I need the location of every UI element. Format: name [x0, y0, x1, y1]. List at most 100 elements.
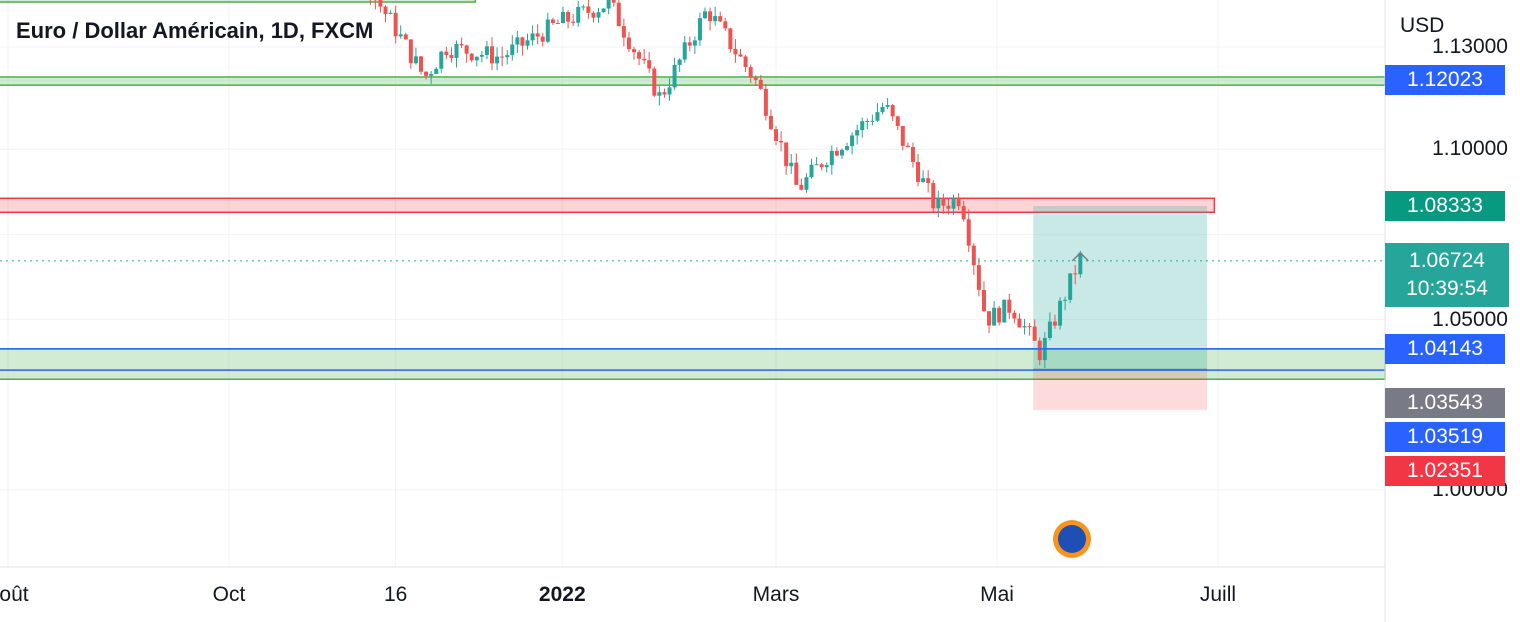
candle-body — [398, 34, 403, 37]
candle-body — [626, 37, 631, 50]
candle-body — [905, 145, 910, 148]
candle-body — [961, 206, 966, 220]
countdown-timer: 10:39:54 — [1406, 276, 1488, 300]
candle-body — [621, 26, 626, 38]
candle-body — [1068, 273, 1073, 300]
price-tick-label: 1.05000 — [1432, 307, 1508, 331]
candle-body — [515, 37, 520, 45]
candle-body — [890, 105, 895, 117]
candle-body — [378, 0, 383, 7]
candle-body — [500, 56, 505, 58]
candle-body — [839, 149, 844, 156]
candle-body — [966, 219, 971, 246]
support-zone — [0, 348, 1386, 380]
price-badge: 1.12023 — [1385, 65, 1505, 96]
candle-body — [1052, 321, 1057, 326]
candle-body — [946, 205, 951, 209]
candle-body — [987, 311, 992, 326]
candle-body — [667, 87, 672, 95]
candle-body — [601, 8, 606, 13]
candle-body — [444, 51, 449, 55]
candle-body — [875, 112, 880, 121]
price-badge: 1.03519 — [1385, 422, 1505, 452]
candle-body — [424, 71, 429, 76]
time-tick-label: oût — [0, 583, 29, 606]
candle-body — [439, 51, 444, 69]
candles-layer — [369, 0, 1083, 368]
candle-body — [550, 19, 555, 23]
candle-body — [555, 22, 560, 24]
candle-body — [393, 12, 398, 37]
candle-body — [469, 53, 474, 61]
candle-body — [586, 6, 591, 13]
time-tick-label: Oct — [212, 583, 246, 606]
candle-body — [728, 28, 733, 50]
zones-layer — [0, 0, 1386, 380]
candle-body — [799, 184, 804, 190]
candle-body — [525, 40, 530, 46]
candle-body — [687, 42, 692, 46]
candle-body — [616, 2, 621, 27]
candle-body — [768, 115, 773, 130]
candle-body — [779, 140, 784, 143]
candle-body — [860, 121, 865, 131]
candle-body — [895, 116, 900, 126]
candle-body — [464, 45, 469, 54]
candle-body — [834, 150, 839, 156]
candle-body — [941, 197, 946, 206]
candle-body — [936, 197, 941, 209]
last-price-badge: 1.06724 10:39:54 — [1385, 242, 1509, 307]
support-zone — [0, 76, 1386, 86]
candle-body — [637, 52, 642, 59]
candle-body — [829, 150, 834, 166]
candle-body — [824, 165, 829, 168]
candle-body — [981, 289, 986, 312]
candle-body — [571, 21, 576, 23]
candle-body — [951, 198, 956, 209]
candle-body — [454, 44, 459, 59]
candle-body — [921, 178, 926, 182]
candle-body — [1063, 299, 1068, 301]
profit-zone — [1033, 206, 1208, 370]
candle-body — [758, 79, 763, 89]
candle-body — [520, 37, 525, 46]
candle-body — [474, 56, 479, 61]
candle-body — [926, 178, 931, 184]
candle-body — [992, 307, 997, 326]
time-tick-label: Juill — [1199, 583, 1237, 606]
candle-body — [672, 64, 677, 88]
candle-body — [596, 12, 601, 18]
candle-body — [784, 142, 789, 167]
candle-body — [561, 11, 566, 24]
chart-title: Euro / Dollar Américain, 1D, FXCM — [16, 18, 374, 43]
candle-body — [682, 42, 687, 60]
price-tick-label: 1.13000 — [1432, 35, 1508, 58]
candle-body — [434, 68, 439, 74]
long-position-tool[interactable] — [1033, 206, 1208, 410]
candle-body — [1002, 299, 1007, 323]
candle-body — [971, 245, 976, 266]
candle-body — [794, 162, 799, 185]
candle-body — [789, 162, 794, 167]
candle-body — [976, 265, 981, 290]
candle-body — [647, 60, 652, 69]
candle-body — [535, 33, 540, 37]
eu-flag-icon[interactable] — [1053, 520, 1091, 558]
candle-body — [566, 11, 571, 22]
candle-body — [845, 146, 850, 150]
candle-body — [916, 161, 921, 182]
time-tick-label: Mars — [752, 583, 800, 606]
candle-body — [713, 16, 718, 22]
arrow-marker — [1071, 251, 1089, 262]
candle-body — [865, 120, 870, 122]
candle-body — [718, 16, 723, 22]
candle-body — [870, 120, 875, 122]
candle-body — [1027, 326, 1032, 328]
candle-body — [743, 56, 748, 68]
candle-body — [383, 6, 388, 14]
candle-body — [1073, 273, 1078, 275]
candle-body — [738, 54, 743, 57]
last-price-value: 1.06724 — [1409, 248, 1485, 272]
price-badge: 1.04143 — [1385, 333, 1505, 364]
